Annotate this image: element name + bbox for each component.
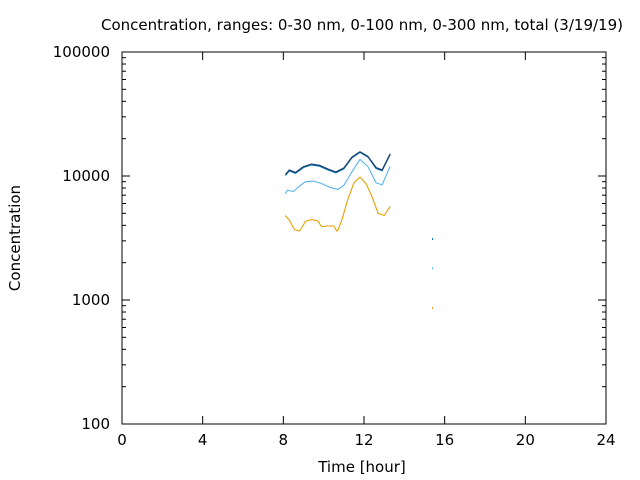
x-tick-label: 24 [596,431,615,449]
x-axis: 0 4 8 12 16 20 24 [117,52,616,449]
y-tick-label: 100000 [53,43,110,61]
data-point-0 [432,238,434,241]
chart-title: Concentration, ranges: 0-30 nm, 0-100 nm… [101,16,623,34]
plot-border [121,51,607,425]
x-tick-label: 20 [516,431,535,449]
x-axis-title: Time [hour] [317,458,406,476]
series-line-2 [284,151,391,176]
data-point-2 [432,307,434,310]
x-tick-label: 8 [279,431,289,449]
x-tick-label: 0 [117,431,127,449]
series-line-1 [284,158,391,194]
series-line-0 [284,176,391,232]
x-tick-label: 16 [435,431,454,449]
y-tick-label: 1000 [72,291,110,309]
y-tick-label: 100 [81,415,110,433]
y-axis-title: Concentration [6,185,24,291]
x-tick-label: 4 [198,431,208,449]
data-point-1 [432,267,434,270]
x-tick-label: 12 [354,431,373,449]
y-tick-label: 10000 [62,167,110,185]
plot-frame [121,51,607,425]
y-axis: 100 1000 10000 100000 [53,43,606,433]
series-layer [284,151,434,310]
series-line-3 [284,151,391,175]
